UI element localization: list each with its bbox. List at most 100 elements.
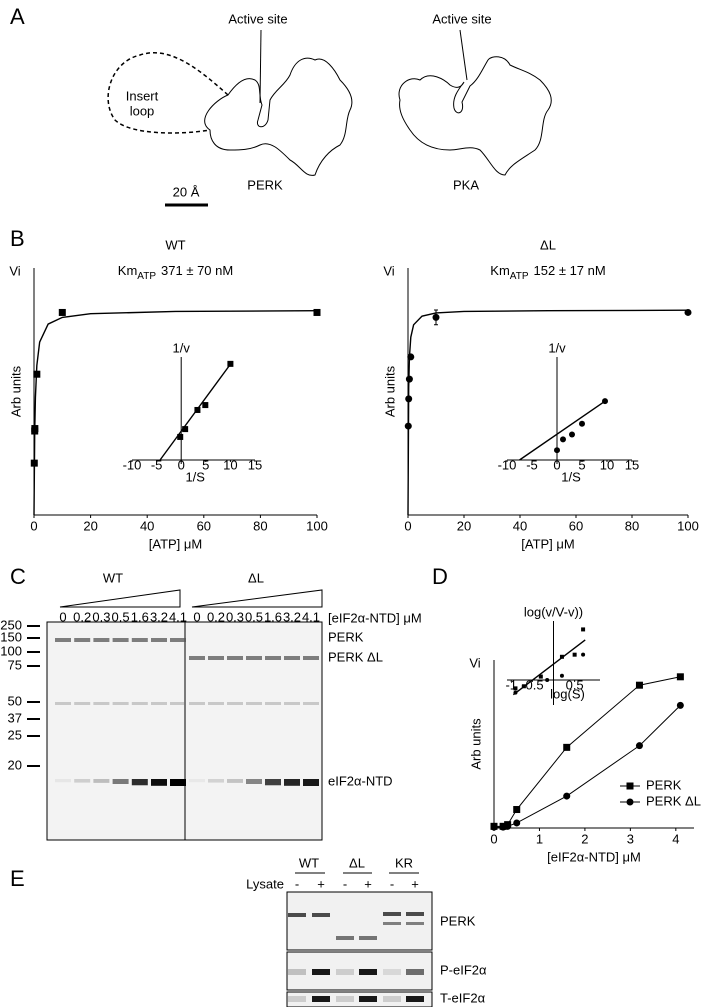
x-tick-label: 5 (578, 457, 585, 472)
x-axis-label: 1/S (561, 469, 581, 484)
lane-sign: - (295, 876, 299, 891)
group-label: KR (395, 855, 413, 870)
x-tick-label: 0 (178, 457, 185, 472)
x-axis-label: [ATP] μM (521, 536, 574, 551)
data-point (572, 652, 577, 657)
fit-curve (407, 309, 689, 516)
x-tick-label: 60 (197, 518, 211, 533)
x-tick-label: 40 (513, 518, 527, 533)
panel-label: D (432, 564, 448, 589)
structure-label: PKA (453, 177, 479, 192)
x-tick-label: 100 (306, 518, 328, 533)
data-point (581, 627, 586, 632)
legend-marker (626, 798, 634, 806)
data-point (559, 654, 564, 659)
data-point (432, 313, 440, 321)
data-point (31, 425, 39, 433)
series-line (494, 705, 681, 828)
marker-label: 50 (8, 693, 22, 708)
gel-band (265, 702, 281, 705)
gel-band (303, 779, 319, 786)
gel-band (151, 779, 167, 786)
y-axis-label: 1/v (173, 340, 191, 355)
insert-label: Insert (126, 88, 159, 103)
x-tick-label: -5 (151, 457, 163, 472)
blot-band (336, 969, 354, 975)
lane-sign: + (317, 876, 325, 891)
panel-label: A (10, 4, 25, 29)
lane-label: 0 (193, 609, 200, 624)
blot (286, 891, 433, 951)
y-axis-label: log(v/V-v)) (524, 604, 583, 619)
gel-band (284, 656, 300, 660)
y-axis-label: Arb units (468, 718, 483, 770)
data-point (177, 433, 184, 440)
gel-band (131, 638, 148, 642)
x-tick-label: 4 (672, 831, 679, 846)
scale-bar-label: 20 Å (173, 184, 200, 199)
data-point (569, 431, 575, 438)
km-value: 152 ± 17 nM (534, 263, 606, 278)
blot-band (288, 969, 306, 975)
data-point (559, 673, 564, 678)
gel-band (112, 779, 129, 784)
gel-band (265, 779, 281, 786)
x-tick-label: 0.5 (566, 677, 584, 692)
group-label: ΔL (248, 570, 264, 585)
band-label: PERK ΔL (328, 649, 383, 664)
blot-band (359, 936, 377, 940)
data-point (33, 370, 41, 378)
x-axis-label: 1/S (185, 469, 205, 484)
x-tick-label: 3 (627, 831, 634, 846)
gel-band (189, 656, 205, 660)
lane-label: 1.6 (264, 609, 282, 624)
x-tick-label: 10 (600, 457, 614, 472)
row-label: Lysate (246, 876, 284, 891)
gel-band (303, 702, 319, 705)
x-tick-label: -5 (526, 457, 538, 472)
gel-band (227, 702, 243, 705)
km-subscript: ATP (137, 271, 156, 282)
insert-label: loop (130, 103, 155, 118)
blot-band (359, 969, 377, 975)
group-label: WT (103, 570, 123, 585)
lane-label: 0.5 (112, 609, 130, 624)
lane-label: 0.3 (226, 609, 244, 624)
blot-band (383, 969, 401, 975)
km-symbol: Km (118, 263, 138, 278)
lane-label: 0.5 (245, 609, 263, 624)
gel-band (112, 702, 129, 705)
data-point (563, 792, 571, 800)
y-top-label: Vi (469, 655, 480, 670)
gel-band (151, 702, 167, 705)
data-point (579, 420, 585, 427)
gel-band (55, 779, 71, 783)
x-tick-label: 1 (536, 831, 543, 846)
x-tick-label: -1 (505, 677, 517, 692)
data-point (407, 353, 415, 361)
fit-curve (33, 310, 318, 516)
gel-band (112, 638, 129, 642)
data-point (538, 674, 543, 679)
data-point (405, 395, 413, 403)
perk-outline (204, 57, 353, 176)
x-tick-label: 5 (202, 457, 209, 472)
gel-band (303, 656, 319, 660)
lane-label: 3.2 (283, 609, 301, 624)
km-value: 371 ± 70 nM (161, 263, 233, 278)
marker-label: 20 (8, 757, 22, 772)
x-tick-label: 15 (625, 457, 639, 472)
blot-band (336, 996, 354, 1002)
blot-band (288, 996, 306, 1002)
x-tick-label: 10 (223, 457, 237, 472)
data-point (554, 447, 560, 454)
blot-band (406, 996, 424, 1002)
data-point (404, 422, 412, 430)
legend-label: PERK ΔL (646, 793, 701, 808)
gel-band (74, 779, 91, 783)
x-tick-label: 0 (553, 457, 560, 472)
y-top-label: Vi (383, 263, 394, 278)
x-tick-label: 20 (457, 518, 471, 533)
gel-band (246, 702, 262, 705)
